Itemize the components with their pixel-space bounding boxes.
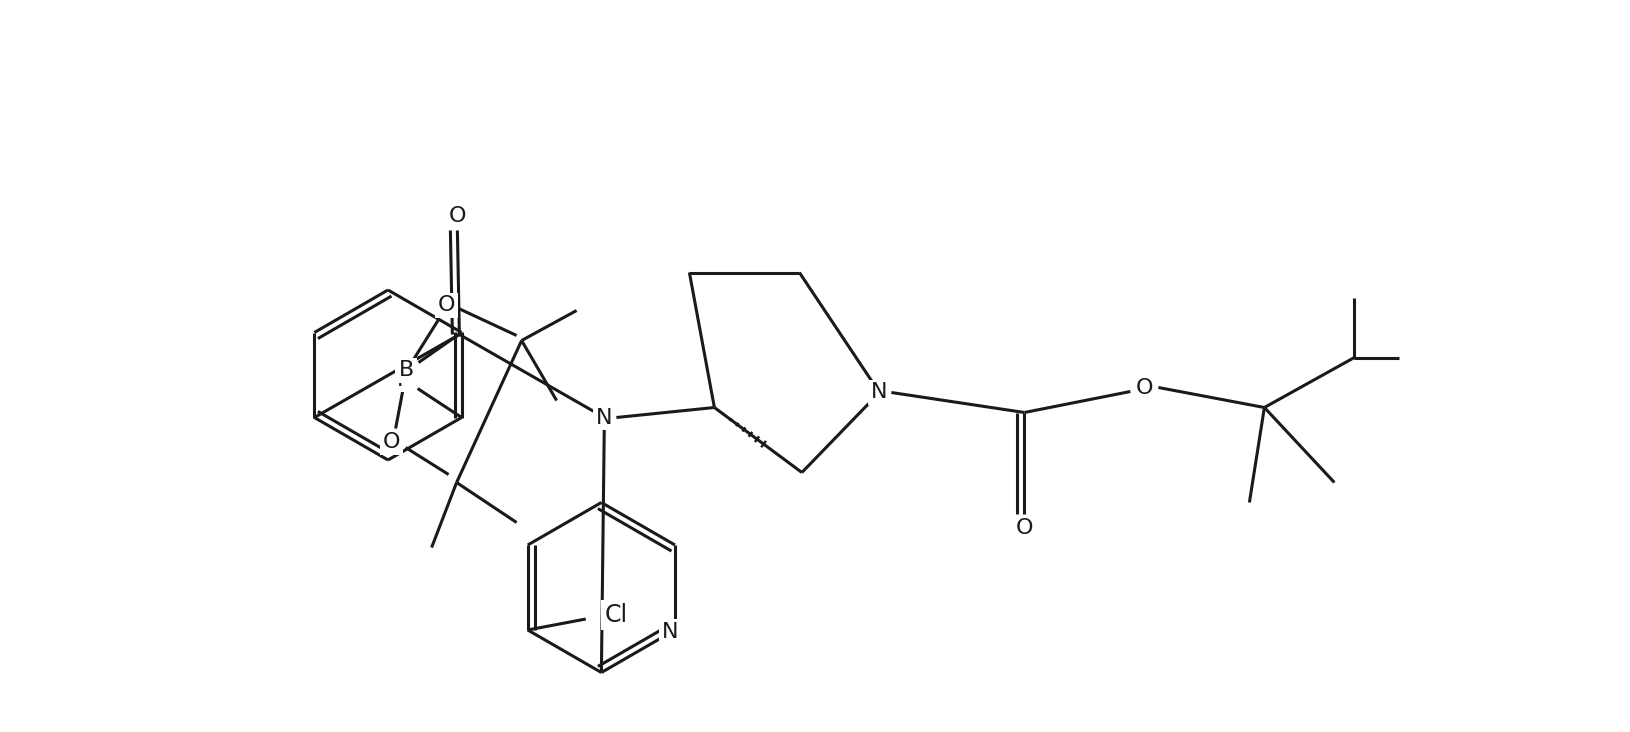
Text: Cl: Cl [605, 603, 628, 627]
Text: O: O [383, 433, 401, 452]
Text: O: O [1015, 518, 1033, 537]
Text: F: F [398, 370, 411, 389]
Text: O: O [438, 296, 455, 315]
Text: N: N [870, 383, 888, 403]
Text: B: B [399, 360, 414, 381]
Text: N: N [662, 622, 678, 642]
Text: N: N [597, 408, 613, 427]
Text: O: O [448, 206, 466, 226]
Text: O: O [1136, 378, 1152, 397]
